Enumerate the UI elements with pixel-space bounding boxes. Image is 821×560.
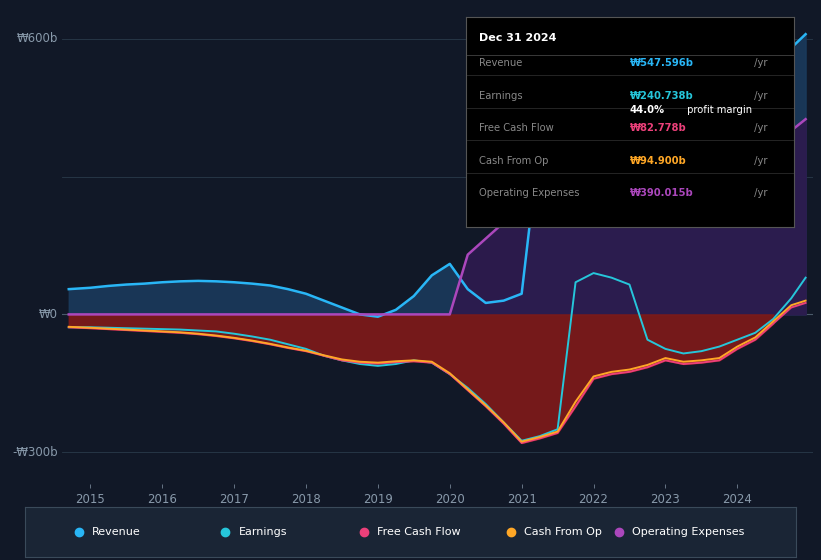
Text: ₩0: ₩0: [39, 308, 57, 321]
Text: profit margin: profit margin: [684, 105, 752, 115]
Text: /yr: /yr: [751, 58, 768, 68]
Text: Earnings: Earnings: [238, 527, 287, 537]
Text: /yr: /yr: [751, 188, 768, 198]
Text: ₩240.738b: ₩240.738b: [630, 91, 694, 101]
Text: Free Cash Flow: Free Cash Flow: [378, 527, 461, 537]
Text: Earnings: Earnings: [479, 91, 522, 101]
Text: Dec 31 2024: Dec 31 2024: [479, 33, 556, 43]
Text: Free Cash Flow: Free Cash Flow: [479, 123, 553, 133]
Text: /yr: /yr: [751, 123, 768, 133]
Text: ₩82.778b: ₩82.778b: [630, 123, 686, 133]
Text: 44.0%: 44.0%: [630, 105, 665, 115]
Text: ₩390.015b: ₩390.015b: [630, 188, 694, 198]
Text: /yr: /yr: [751, 91, 768, 101]
Text: Revenue: Revenue: [92, 527, 140, 537]
Text: Cash From Op: Cash From Op: [524, 527, 602, 537]
Text: Revenue: Revenue: [479, 58, 522, 68]
Text: ₩94.900b: ₩94.900b: [630, 156, 686, 166]
Text: Operating Expenses: Operating Expenses: [479, 188, 579, 198]
Text: Cash From Op: Cash From Op: [479, 156, 548, 166]
Text: ₩600b: ₩600b: [16, 32, 57, 45]
Text: Operating Expenses: Operating Expenses: [632, 527, 745, 537]
Text: ₩547.596b: ₩547.596b: [630, 58, 694, 68]
Text: -₩300b: -₩300b: [12, 446, 57, 459]
Text: /yr: /yr: [751, 156, 768, 166]
